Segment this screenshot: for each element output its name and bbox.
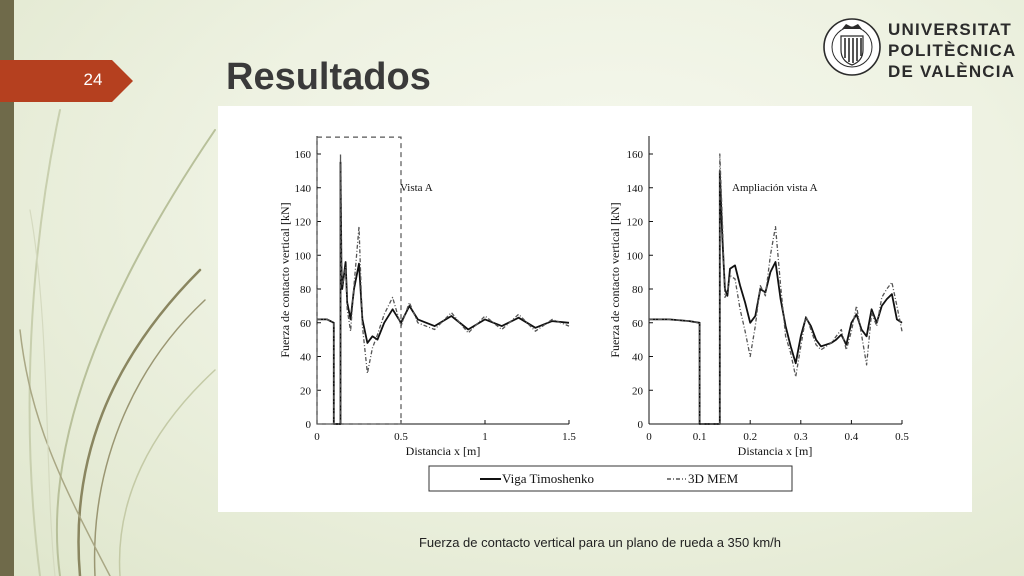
- y-tick-label: 80: [300, 284, 312, 296]
- page-title: Resultados: [226, 56, 431, 98]
- chart-left: 0 20 40 60 80 100 120 140 160 0 0.5 1 1.5 Vista A D…: [278, 136, 576, 458]
- x-tick-label: 1.5: [562, 431, 576, 443]
- y-tick-label: 120: [295, 217, 312, 229]
- x-tick-label: 0.4: [845, 431, 859, 443]
- legend-label-timoshenko: Viga Timoshenko: [502, 471, 594, 486]
- slide-number: 24: [83, 70, 103, 89]
- figure-caption: Fuerza de contacto vertical para un plan…: [418, 535, 782, 550]
- y-tick-label: 160: [627, 149, 644, 161]
- y-tick-label: 0: [638, 419, 644, 431]
- right-x-label: Distancia x [m]: [738, 444, 813, 458]
- right-y-label: Fuerza de contacto vertical [kN]: [608, 202, 622, 357]
- y-tick-label: 80: [632, 284, 644, 296]
- chart-legend: Viga Timoshenko 3D MEM: [428, 465, 793, 492]
- chart-right: 0 20 40 60 80 100 120 140 160 0 0.1 0.2 0.3 0.4 0.5 A…: [608, 136, 909, 458]
- y-tick-label: 20: [300, 385, 312, 397]
- x-tick-label: 0: [314, 431, 320, 443]
- y-tick-label: 100: [295, 250, 312, 262]
- chart-figure: 0 20 40 60 80 100 120 140 160 0 0.5 1 1.5 Vista A D…: [218, 106, 972, 512]
- left-decor-strip: [0, 0, 14, 576]
- y-tick-label: 160: [295, 149, 312, 161]
- y-tick-label: 60: [632, 318, 644, 330]
- left-x-label: Distancia x [m]: [406, 444, 481, 458]
- y-tick-label: 140: [627, 183, 644, 195]
- x-tick-label: 0.1: [693, 431, 707, 443]
- left-y-label: Fuerza de contacto vertical [kN]: [278, 202, 292, 357]
- series-timoshenko-line: [649, 170, 903, 425]
- y-tick-label: 0: [306, 419, 312, 431]
- legend-label-mem: 3D MEM: [688, 471, 739, 486]
- y-tick-label: 20: [632, 385, 644, 397]
- vista-a-highlight-box: [316, 136, 402, 425]
- right-annotation: Ampliación vista A: [732, 182, 818, 194]
- x-tick-label: 0.5: [895, 431, 909, 443]
- slide-number-tab: [0, 60, 133, 102]
- y-tick-label: 40: [632, 352, 644, 364]
- decor-grass-lines: [19, 109, 216, 576]
- x-tick-label: 0.2: [743, 431, 757, 443]
- y-tick-label: 100: [627, 250, 644, 262]
- series-mem-line: [649, 153, 903, 425]
- chart-svg: 0 20 40 60 80 100 120 140 160 0 0.5 1 1.5 Vista A D…: [278, 136, 909, 492]
- y-tick-label: 40: [300, 352, 312, 364]
- y-tick-label: 60: [300, 318, 312, 330]
- y-tick-label: 140: [295, 183, 312, 195]
- series-timoshenko-line: [317, 161, 570, 425]
- y-tick-label: 120: [627, 217, 644, 229]
- x-tick-label: 0: [646, 431, 652, 443]
- university-name: UNIVERSITAT POLITÈCNICA DE VALÈNCIA: [888, 20, 1017, 81]
- left-annotation: Vista A: [400, 182, 433, 194]
- x-tick-label: 0.5: [394, 431, 408, 443]
- x-tick-label: 1: [482, 431, 488, 443]
- university-seal-icon: [823, 18, 881, 76]
- x-tick-label: 0.3: [794, 431, 808, 443]
